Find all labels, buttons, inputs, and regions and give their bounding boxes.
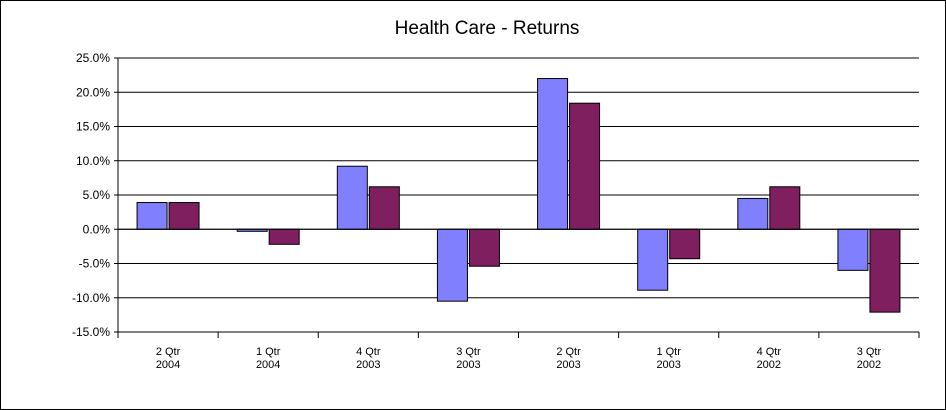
x-category-label: 2003 (556, 359, 580, 371)
bar-series-1 (336, 165, 368, 230)
y-tick-label: 25.0% (76, 51, 110, 65)
x-category-label: 2003 (656, 359, 680, 371)
bar-series-1 (637, 228, 669, 291)
bar-series-2 (569, 102, 601, 230)
bars (136, 78, 901, 313)
bar-series-2 (869, 228, 901, 313)
x-category-label: 2003 (456, 359, 480, 371)
bar-series-2 (468, 228, 500, 267)
bar-series-1 (436, 228, 468, 302)
x-category-label: 2004 (156, 359, 180, 371)
x-category-label: 4 Qtr (757, 346, 782, 358)
bar-series-2 (368, 186, 400, 230)
y-axis-ticks: 25.0% 20.0% 15.0% 10.0% 5.0% 0.0% -5.0% -10.0% -… (72, 51, 118, 339)
x-category-label: 2002 (857, 359, 881, 371)
y-tick-label: -15.0% (72, 325, 110, 339)
chart-title: Health Care - Returns (395, 18, 580, 39)
bar-series-2 (268, 228, 300, 245)
x-category-label: 2002 (757, 359, 781, 371)
bar-series-1 (537, 78, 569, 230)
x-category-label: 2003 (356, 359, 380, 371)
x-category-label: 1 Qtr (656, 346, 681, 358)
x-category-label: 4 Qtr (356, 346, 381, 358)
x-category-label: 2 Qtr (156, 346, 181, 358)
bar-series-2 (669, 228, 701, 260)
y-tick-label: 15.0% (76, 120, 110, 134)
y-tick-label: 5.0% (83, 188, 111, 202)
bar-series-1 (837, 228, 869, 271)
bar-series-2 (168, 202, 200, 230)
x-category-label: 1 Qtr (256, 346, 281, 358)
y-tick-label: 10.0% (76, 154, 110, 168)
x-category-label: 3 Qtr (456, 346, 481, 358)
x-category-label: 2004 (256, 359, 280, 371)
y-tick-label: 0.0% (83, 222, 111, 236)
bar-series-1 (737, 197, 769, 230)
bar-series-2 (769, 186, 801, 230)
bar-series-1 (136, 202, 168, 230)
y-tick-label: -10.0% (72, 291, 110, 305)
x-category-label: 3 Qtr (857, 346, 882, 358)
y-tick-label: 20.0% (76, 85, 110, 99)
y-tick-label: -5.0% (79, 257, 111, 271)
x-category-label: 2 Qtr (556, 346, 581, 358)
